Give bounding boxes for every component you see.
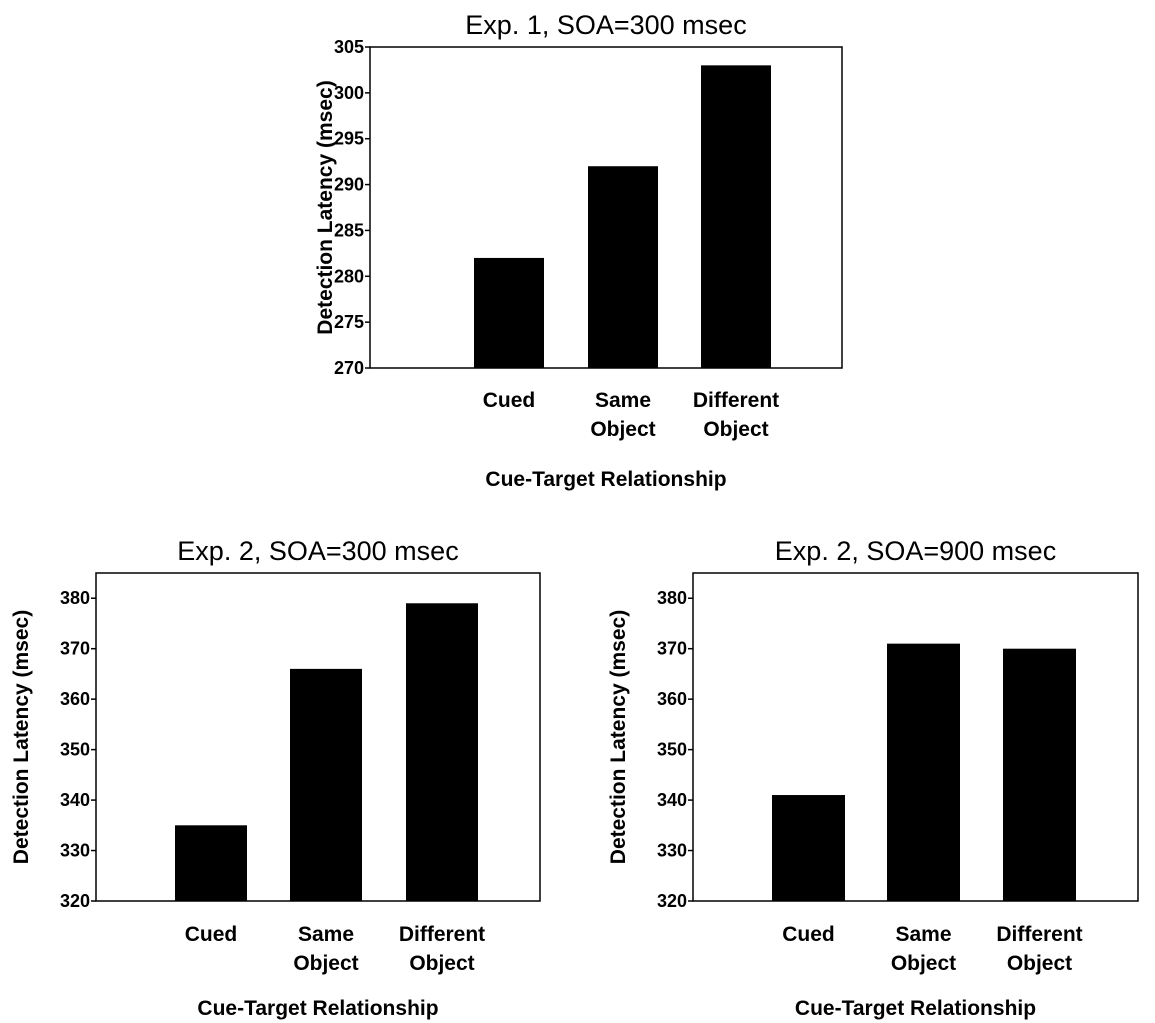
y-tick-label: 340 <box>657 790 687 810</box>
y-axis-label: Detection Latency (msec) <box>10 610 33 864</box>
chart-title: Exp. 2, SOA=300 msec <box>177 536 458 566</box>
y-tick-label: 330 <box>657 841 687 861</box>
y-tick-label: 360 <box>60 689 90 709</box>
y-tick-label: 275 <box>334 312 364 332</box>
bar <box>1003 648 1076 901</box>
x-category-label: Same Object <box>891 923 956 975</box>
bar <box>175 825 247 901</box>
y-tick-label: 380 <box>657 588 687 608</box>
bar <box>887 643 960 901</box>
y-tick-label: 360 <box>657 689 687 709</box>
y-tick-label: 295 <box>334 129 364 149</box>
x-axis-label: Cue-Target Relationship <box>485 468 726 491</box>
y-tick-label: 350 <box>60 740 90 760</box>
y-axis-label: Detection Latency (msec) <box>607 610 630 864</box>
y-tick-label: 370 <box>657 639 687 659</box>
chart-2: Exp. 2, SOA=300 msec 320 330 340 350 360 370 38… <box>10 536 541 1020</box>
chart-title: Exp. 1, SOA=300 msec <box>465 10 746 40</box>
y-tick-label: 285 <box>334 220 364 240</box>
y-tick-label: 370 <box>60 639 90 659</box>
x-category-label: Different Object <box>996 923 1082 975</box>
x-category-label: Cued <box>782 923 835 946</box>
y-tick-label: 270 <box>334 358 364 378</box>
y-tick-label: 305 <box>334 37 364 57</box>
y-tick-label: 290 <box>334 175 364 195</box>
chart-3: Exp. 2, SOA=900 msec 320 330 340 350 360 370 38… <box>607 536 1139 1020</box>
x-category-label: Cued <box>483 389 536 412</box>
y-tick-label: 330 <box>60 841 90 861</box>
bar <box>406 603 478 901</box>
y-tick-label: 340 <box>60 790 90 810</box>
bar <box>290 668 362 901</box>
bar <box>772 795 845 901</box>
x-category-label: Same Object <box>590 389 655 441</box>
y-axis-label: Detection Latency (msec) <box>314 80 337 334</box>
chart-title: Exp. 2, SOA=900 msec <box>775 536 1056 566</box>
y-tick-label: 320 <box>657 891 687 911</box>
bar <box>701 65 771 368</box>
y-tick-label: 280 <box>334 266 364 286</box>
y-tick-label: 350 <box>657 740 687 760</box>
chart-1: Exp. 1, SOA=300 msec 270 275 280 285 290 295 30… <box>314 10 843 491</box>
y-tick-label: 320 <box>60 891 90 911</box>
x-category-label: Different Object <box>399 923 485 975</box>
bar <box>588 166 658 368</box>
x-axis-label: Cue-Target Relationship <box>795 997 1036 1020</box>
x-category-label: Cued <box>185 923 238 946</box>
y-tick-label: 300 <box>334 83 364 103</box>
x-axis-label: Cue-Target Relationship <box>197 997 438 1020</box>
x-category-label: Same Object <box>293 923 358 975</box>
x-category-label: Different Object <box>693 389 779 441</box>
bar <box>474 257 544 368</box>
y-tick-label: 380 <box>60 588 90 608</box>
